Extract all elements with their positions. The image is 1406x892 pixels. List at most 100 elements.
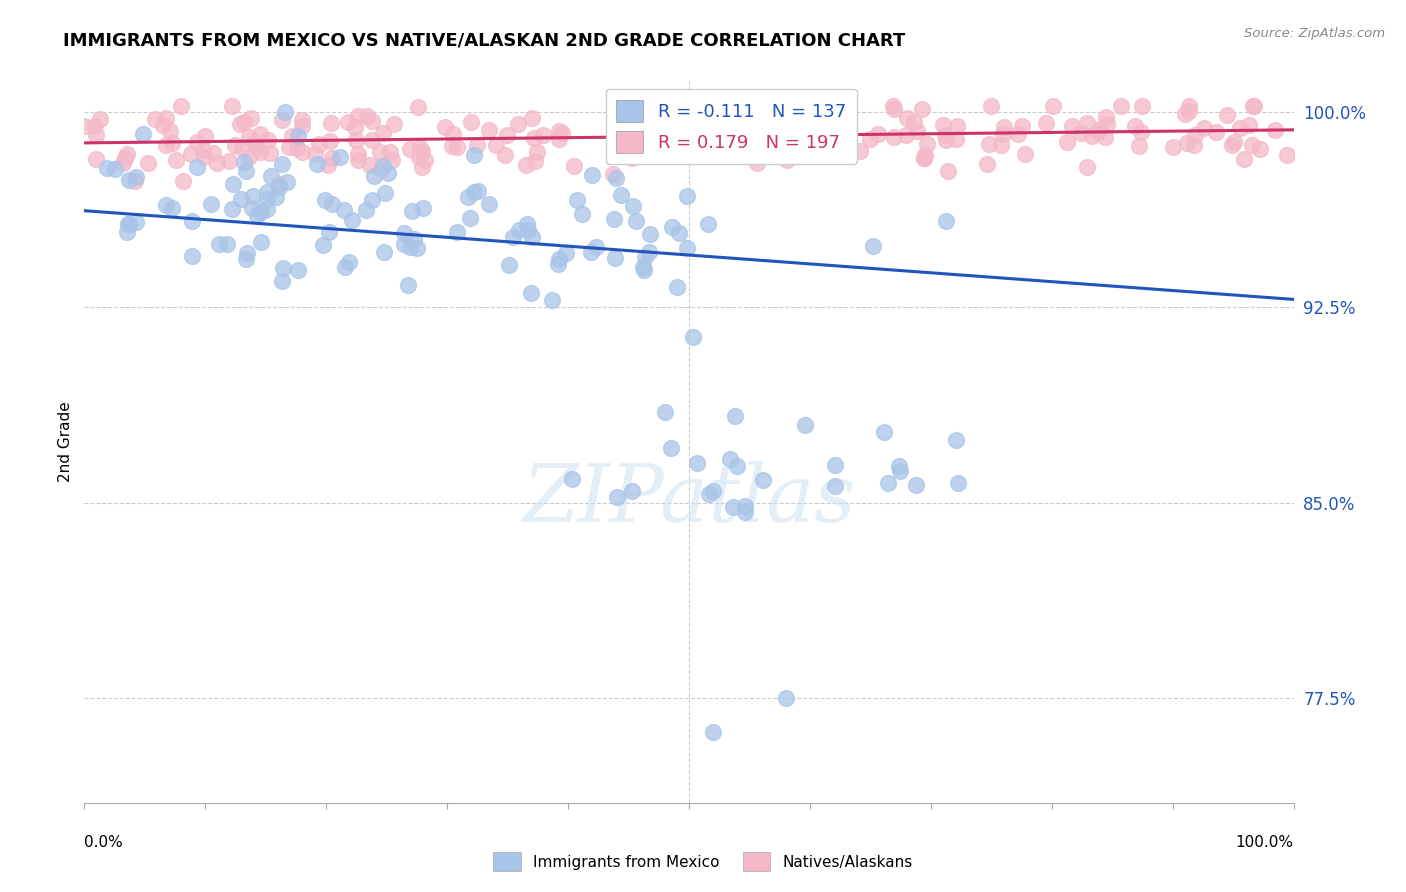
Point xyxy=(221,99,243,113)
Point xyxy=(221,202,243,216)
Point xyxy=(446,225,468,239)
Point xyxy=(83,119,105,133)
Point xyxy=(775,691,797,706)
Point xyxy=(882,99,904,113)
Point xyxy=(1087,126,1109,140)
Point xyxy=(446,140,468,154)
Point xyxy=(159,124,181,138)
Point xyxy=(291,120,314,134)
Point xyxy=(399,142,422,156)
Point xyxy=(1123,119,1146,133)
Point xyxy=(551,126,574,140)
Point xyxy=(249,127,271,141)
Point xyxy=(287,262,309,277)
Point xyxy=(1229,120,1251,135)
Point xyxy=(276,174,298,188)
Point xyxy=(249,145,271,160)
Point xyxy=(278,140,301,154)
Point xyxy=(621,483,644,498)
Point xyxy=(1182,138,1205,153)
Point xyxy=(993,127,1015,141)
Point xyxy=(96,161,118,176)
Point xyxy=(936,163,959,178)
Point xyxy=(377,166,399,180)
Point xyxy=(1192,121,1215,136)
Point xyxy=(934,128,956,143)
Point xyxy=(356,109,378,123)
Point xyxy=(868,127,890,141)
Point xyxy=(243,136,266,151)
Point xyxy=(193,143,215,157)
Point xyxy=(411,160,433,174)
Point xyxy=(555,246,578,260)
Point xyxy=(686,114,709,128)
Point xyxy=(1094,130,1116,145)
Point xyxy=(259,145,281,160)
Point xyxy=(411,144,433,158)
Point xyxy=(1275,148,1298,162)
Point xyxy=(1161,140,1184,154)
Point xyxy=(824,479,846,493)
Point xyxy=(321,197,343,211)
Point xyxy=(316,159,339,173)
Point xyxy=(155,111,177,125)
Point xyxy=(564,159,586,173)
Point xyxy=(1007,127,1029,141)
Point xyxy=(434,120,457,135)
Point xyxy=(755,128,778,142)
Point xyxy=(725,459,748,474)
Point xyxy=(666,141,689,155)
Point xyxy=(89,112,111,127)
Point xyxy=(370,162,392,177)
Point xyxy=(215,237,238,252)
Point xyxy=(246,208,269,222)
Point xyxy=(360,193,382,207)
Point xyxy=(321,151,343,165)
Point xyxy=(948,476,970,491)
Point xyxy=(631,260,654,275)
Point xyxy=(238,150,260,164)
Point xyxy=(271,112,294,127)
Point xyxy=(565,193,588,207)
Point xyxy=(724,409,747,424)
Point xyxy=(686,456,709,470)
Point xyxy=(337,254,360,268)
Point xyxy=(205,155,228,169)
Text: ZIPatlas: ZIPatlas xyxy=(522,460,856,538)
Point xyxy=(676,242,699,256)
Point xyxy=(347,153,370,167)
Text: Source: ZipAtlas.com: Source: ZipAtlas.com xyxy=(1244,27,1385,40)
Point xyxy=(396,278,419,293)
Point xyxy=(531,128,554,142)
Point xyxy=(458,211,481,225)
Point xyxy=(242,189,264,203)
Point xyxy=(117,173,139,187)
Point xyxy=(118,217,141,231)
Point xyxy=(896,128,918,143)
Point xyxy=(402,232,425,246)
Point xyxy=(734,505,756,519)
Point xyxy=(132,127,155,141)
Point xyxy=(186,160,208,174)
Point xyxy=(661,220,683,235)
Point xyxy=(405,241,427,255)
Point xyxy=(945,434,967,448)
Point xyxy=(540,293,562,307)
Point xyxy=(755,139,778,153)
Point xyxy=(849,144,872,158)
Point xyxy=(257,133,280,147)
Point xyxy=(457,190,479,204)
Point xyxy=(654,405,676,419)
Point xyxy=(883,130,905,145)
Point xyxy=(1094,110,1116,124)
Point xyxy=(772,125,794,139)
Point xyxy=(883,102,905,116)
Point xyxy=(382,117,405,131)
Point xyxy=(371,159,394,173)
Point xyxy=(1174,107,1197,121)
Point xyxy=(547,256,569,270)
Point xyxy=(115,225,138,239)
Point xyxy=(737,137,759,152)
Point xyxy=(291,112,314,127)
Point xyxy=(1177,136,1199,150)
